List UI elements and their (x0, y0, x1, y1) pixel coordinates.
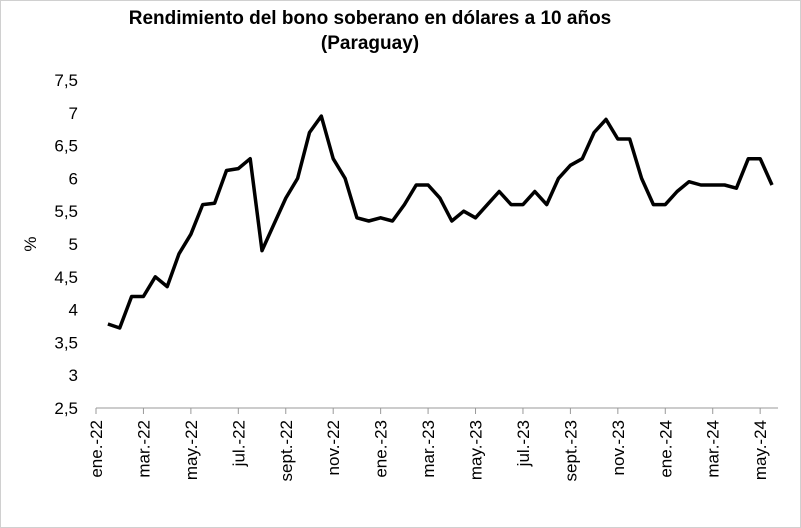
x-tick-label: may.-22 (182, 420, 201, 480)
chart-title: (Paraguay) (321, 33, 419, 54)
x-tick-label: sept.-23 (561, 420, 580, 481)
x-tick-label: jul.-22 (229, 420, 248, 467)
y-axis-label: % (21, 236, 40, 251)
y-tick-label: 5,5 (54, 202, 78, 221)
x-tick-label: nov.-23 (609, 420, 628, 475)
y-tick-label: 3 (69, 366, 78, 385)
x-tick-label: may.-23 (467, 420, 486, 480)
x-tick-label: mar.-24 (704, 420, 723, 478)
y-tick-label: 6 (69, 169, 78, 188)
y-tick-label: 4 (69, 301, 78, 320)
x-tick-label: mar.-23 (419, 420, 438, 478)
y-tick-label: 5 (69, 235, 78, 254)
y-tick-label: 6,5 (54, 137, 78, 156)
x-tick-label: ene.-23 (372, 420, 391, 478)
x-tick-label: mar.-22 (134, 420, 153, 478)
x-tick-label: ene.-24 (656, 420, 675, 478)
x-tick-label: may.-24 (751, 420, 770, 480)
data-line (107, 114, 774, 330)
y-tick-label: 7,5 (54, 71, 78, 90)
x-tick-label: sept.-22 (277, 420, 296, 481)
y-tick-label: 3,5 (54, 333, 78, 352)
y-tick-label: 7 (69, 104, 78, 123)
x-tick-label: ene.-22 (87, 420, 106, 478)
x-tick-label: nov.-22 (324, 420, 343, 475)
y-tick-label: 4,5 (54, 268, 78, 287)
y-tick-label: 2,5 (54, 399, 78, 418)
x-tick-label: jul.-23 (514, 420, 533, 467)
chart-title: Rendimiento del bono soberano en dólares… (129, 8, 612, 29)
